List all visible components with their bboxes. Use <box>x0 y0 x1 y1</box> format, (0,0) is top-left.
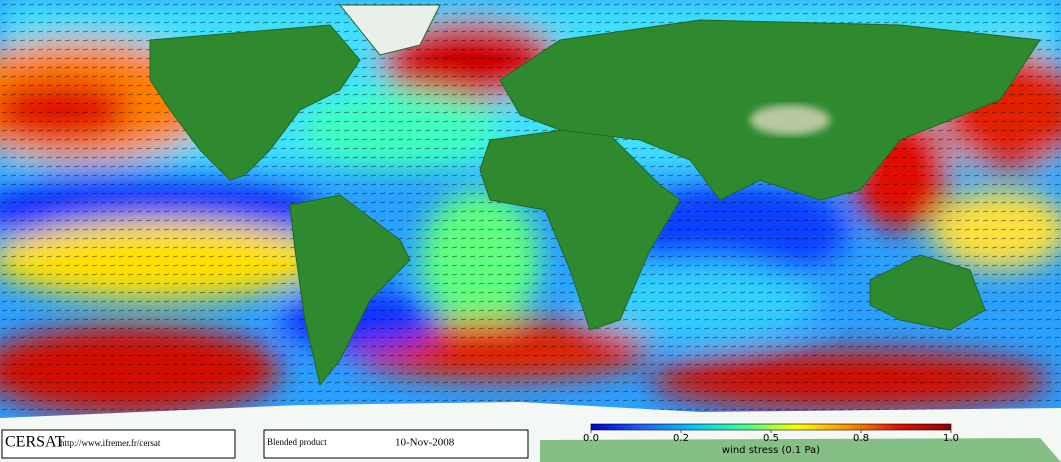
logo: CERSAT <box>5 434 65 451</box>
antarctica-terrain <box>540 438 1061 462</box>
colorbar-tick-label: 0.0 <box>583 433 599 444</box>
colorbar-tick-label: 0.8 <box>853 433 869 444</box>
footer-box <box>1 429 236 459</box>
url: http://www.ifremer.fr/cersat <box>60 438 161 448</box>
colorbar: wind stress (0.1 Pa) 0.0 0.2 0.5 0.8 1.0 <box>583 423 959 456</box>
colorbar-ramp <box>590 423 952 431</box>
colorbar-tick-label: 1.0 <box>943 433 959 444</box>
continents <box>149 4 1041 387</box>
footer-box <box>263 429 529 459</box>
colorbar-tick-label: 0.5 <box>763 433 779 444</box>
colorbar-label: wind stress (0.1 Pa) <box>722 445 820 456</box>
date: 10-Nov-2008 <box>395 437 455 449</box>
footer: CERSAT http://www.ifremer.fr/cersat Blen… <box>1 429 529 459</box>
product: Blended product <box>267 437 327 447</box>
colorbar-tick-label: 0.2 <box>673 433 689 444</box>
